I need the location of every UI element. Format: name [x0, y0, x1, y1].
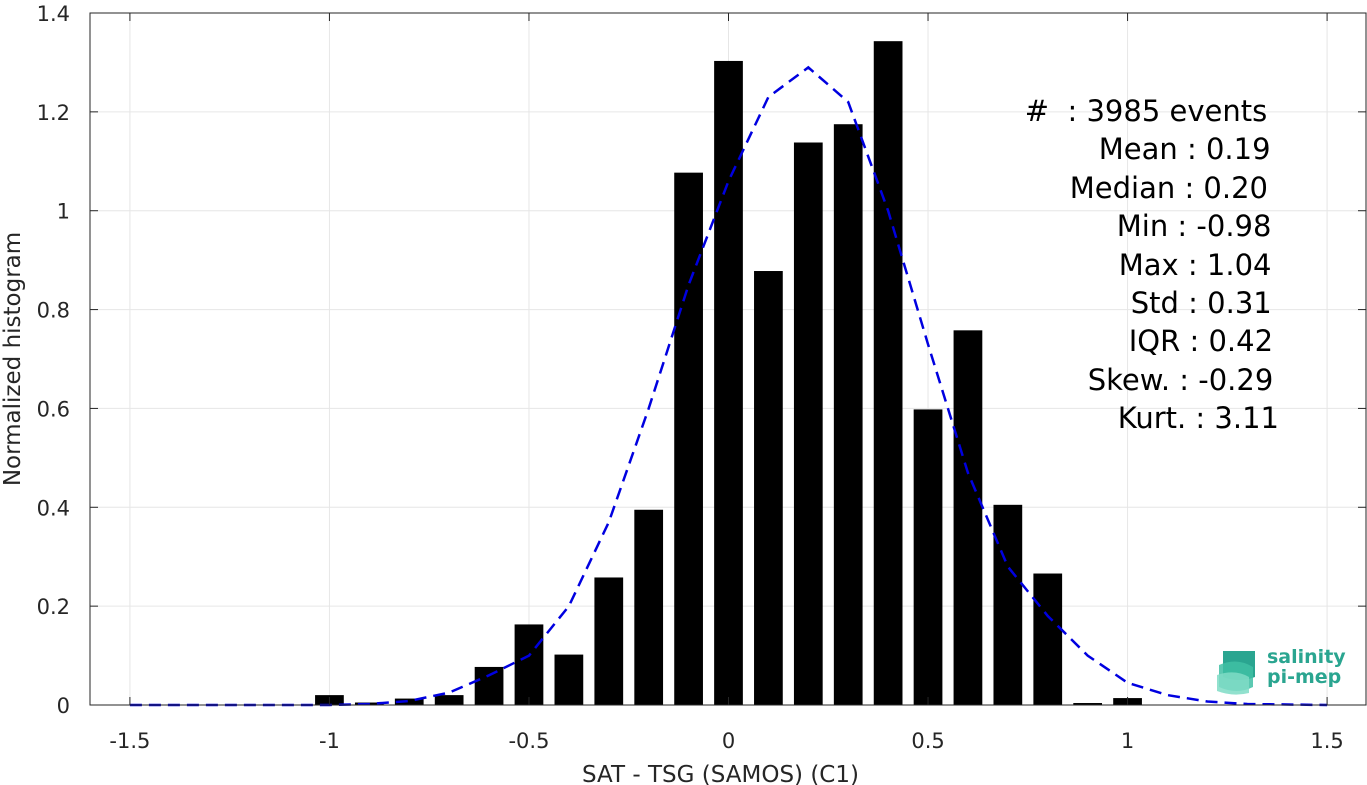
histogram-bar	[913, 409, 943, 705]
histogram-bar	[793, 142, 823, 705]
histogram-bar	[434, 695, 464, 705]
x-axis-ticks: -1.5 -1 -0.5 0 0.5 1 1.5	[109, 13, 1344, 753]
x-tick-label: -1	[319, 729, 340, 753]
x-tick-label: 1	[1121, 729, 1134, 753]
statistics-panel: # : 3985 events Mean : 0.19 Median : 0.2…	[1025, 92, 1279, 438]
histogram-bar	[634, 509, 664, 705]
x-tick-label: 0	[722, 729, 735, 753]
histogram-bar	[554, 654, 584, 705]
y-tick-label: 0.8	[37, 299, 70, 323]
logo-text-line1: salinity	[1267, 646, 1346, 668]
x-tick-label: 1.5	[1310, 729, 1343, 753]
histogram-bar	[754, 271, 783, 705]
x-tick-label: -1.5	[109, 729, 150, 753]
histogram-bar	[953, 330, 983, 705]
histogram-bar	[1073, 703, 1103, 705]
stat-kurt: Kurt. : 3.11	[1117, 401, 1279, 436]
stat-mean: Mean : 0.19	[1098, 132, 1271, 167]
x-tick-label: -0.5	[508, 729, 549, 753]
histogram-bar	[873, 41, 903, 705]
y-axis-label: Normalized histogram	[0, 232, 26, 486]
stat-skew: Skew. : -0.29	[1087, 362, 1274, 397]
stat-max: Max : 1.04	[1118, 247, 1272, 282]
histogram-bar	[714, 60, 743, 705]
x-axis-label: SAT - TSG (SAMOS) (C1)	[582, 762, 859, 785]
histogram-bar	[1033, 573, 1063, 705]
histogram-bar	[993, 504, 1023, 705]
y-tick-label: 0	[57, 694, 70, 718]
y-tick-label: 0.4	[37, 496, 70, 520]
y-tick-label: 1.2	[37, 101, 70, 125]
stat-min: Min : -0.98	[1116, 209, 1272, 244]
y-axis-ticks: 0 0.2 0.4 0.6 0.8 1 1.2 1.4	[37, 2, 1366, 718]
x-tick-label: 0.5	[911, 729, 944, 753]
histogram-bar	[394, 698, 424, 705]
y-tick-label: 1	[57, 200, 70, 224]
stat-iqr: IQR : 0.42	[1128, 324, 1274, 359]
salinity-pi-mep-logo: salinity pi-mep	[1217, 647, 1347, 695]
stat-median: Median : 0.20	[1069, 170, 1269, 205]
histogram-bar	[514, 624, 544, 705]
stat-count: # : 3985 events	[1024, 94, 1268, 128]
histogram-bar	[674, 172, 703, 705]
y-tick-label: 1.4	[37, 2, 70, 26]
histogram-bars	[315, 41, 1142, 705]
y-tick-label: 0.6	[37, 397, 70, 421]
histogram-bar	[594, 577, 624, 705]
stat-std: Std : 0.31	[1130, 286, 1272, 321]
histogram-bar	[474, 666, 504, 705]
y-tick-label: 0.2	[37, 595, 70, 619]
histogram-bar	[833, 124, 863, 705]
logo-waves-icon	[1217, 651, 1255, 695]
logo-text-line2: pi-mep	[1267, 666, 1342, 688]
